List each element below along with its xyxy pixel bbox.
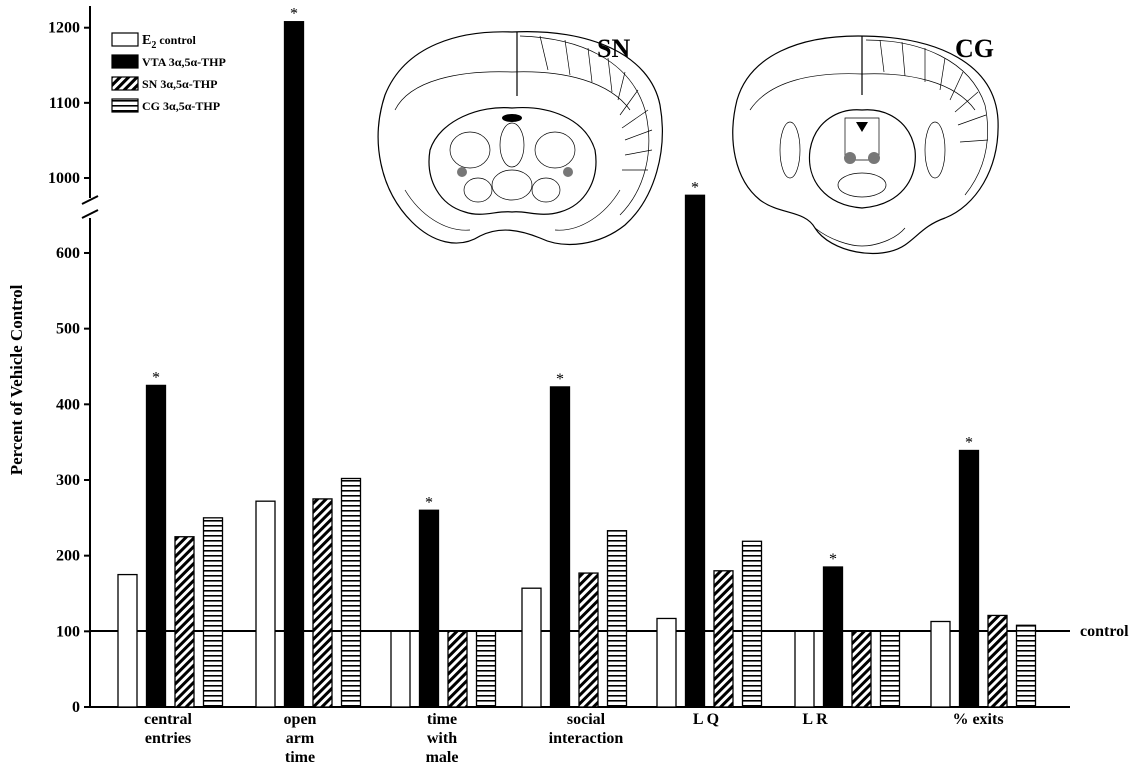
legend-item-cg: CG 3α,5α-THP — [111, 98, 220, 113]
legend-swatch-vta — [111, 54, 139, 69]
y-tick-label: 600 — [56, 245, 80, 262]
inset-label-sn: SN — [597, 34, 630, 63]
category-label: L Q — [693, 711, 719, 728]
bars — [117, 21, 1037, 708]
bar-black-6 — [958, 449, 980, 708]
y-axis: 0 100 200 300 400 500 600 1000 1100 1200 — [48, 6, 99, 716]
bar-white-0 — [117, 573, 138, 708]
legend-swatch-sn — [111, 76, 139, 91]
category-label: central — [144, 711, 193, 728]
bar-horizontal-2 — [475, 630, 497, 708]
inset-label-cg: CG — [955, 34, 994, 63]
category-label: L R — [802, 711, 828, 728]
significance-star: * — [556, 371, 564, 388]
bar-white-6 — [930, 620, 951, 708]
significance-star: * — [691, 179, 699, 196]
bar-white-5 — [794, 630, 815, 708]
bar-black-1 — [283, 21, 305, 708]
legend-item-vta: VTA 3α,5α-THP — [111, 54, 226, 69]
bar-white-3 — [521, 587, 542, 708]
bar-diagonal-2 — [447, 630, 468, 708]
y-tick-label: 400 — [56, 396, 80, 413]
bar-black-0 — [145, 384, 167, 708]
brain-section-sn: SN — [377, 31, 663, 245]
legend-label-cg: CG 3α,5α-THP — [142, 99, 220, 113]
legend: E2 control VTA 3α,5α-THP SN 3α,5α-THP CG… — [111, 32, 226, 113]
category-label: with — [427, 730, 457, 747]
bar-white-1 — [255, 500, 276, 708]
bar-horizontal-1 — [340, 477, 362, 708]
category-label: social — [567, 711, 606, 728]
category-label: time — [427, 711, 457, 728]
bar-white-2 — [390, 630, 411, 708]
bar-diagonal-0 — [174, 536, 195, 708]
legend-label-vta: VTA 3α,5α-THP — [142, 55, 226, 69]
bar-black-5 — [822, 566, 844, 708]
significance-star: * — [965, 434, 973, 451]
y-tick-label: 1200 — [48, 20, 80, 37]
y-tick-label: 200 — [56, 548, 80, 565]
legend-swatch-e2-control — [111, 32, 139, 47]
category-label: male — [426, 749, 459, 766]
legend-item-e2-control: E2 control — [111, 32, 196, 51]
legend-item-sn: SN 3α,5α-THP — [111, 76, 217, 91]
category-label: arm — [286, 730, 315, 747]
category-label: entries — [145, 730, 191, 747]
bar-horizontal-6 — [1015, 624, 1037, 708]
y-ticks: 0 100 200 300 400 500 600 1000 1100 1200 — [48, 20, 90, 716]
y-tick-label: 1000 — [48, 170, 80, 187]
legend-label-e2-control: E2 control — [142, 33, 196, 51]
control-label: control — [1080, 623, 1129, 640]
category-label: interaction — [549, 730, 624, 747]
bar-diagonal-6 — [987, 614, 1008, 708]
legend-swatch-cg — [111, 98, 139, 113]
bar-diagonal-5 — [851, 630, 872, 708]
y-tick-label: 100 — [56, 623, 80, 640]
axis-break-mark — [81, 195, 99, 219]
legend-label-sn: SN 3α,5α-THP — [142, 77, 217, 91]
category-label: time — [285, 749, 315, 766]
category-label: open — [284, 711, 317, 728]
bar-horizontal-0 — [202, 517, 224, 708]
y-tick-label: 0 — [72, 699, 80, 716]
y-tick-label: 300 — [56, 472, 80, 489]
significance-star: * — [829, 551, 837, 568]
bar-diagonal-1 — [312, 498, 333, 708]
significance-star: * — [152, 369, 160, 386]
bar-white-4 — [656, 617, 677, 708]
significance-star: * — [425, 494, 433, 511]
bar-diagonal-3 — [578, 572, 599, 708]
bar-black-4 — [684, 194, 706, 708]
y-tick-label: 1100 — [49, 95, 80, 112]
bar-horizontal-3 — [606, 530, 628, 708]
significance-star: * — [290, 6, 298, 23]
category-label: % exits — [952, 711, 1003, 728]
bar-black-2 — [418, 509, 440, 708]
bar-diagonal-4 — [713, 570, 734, 708]
bar-black-3 — [549, 386, 571, 708]
bar-horizontal-4 — [741, 540, 763, 708]
brain-section-cg: CG — [732, 34, 999, 255]
significance-markers: * * * * * * * — [152, 6, 973, 568]
bar-horizontal-5 — [879, 630, 901, 708]
y-axis-title: Percent of Vehicle Control — [7, 284, 26, 475]
y-tick-label: 500 — [56, 321, 80, 338]
category-labels: central entries open arm time time with male soc… — [144, 711, 1004, 766]
